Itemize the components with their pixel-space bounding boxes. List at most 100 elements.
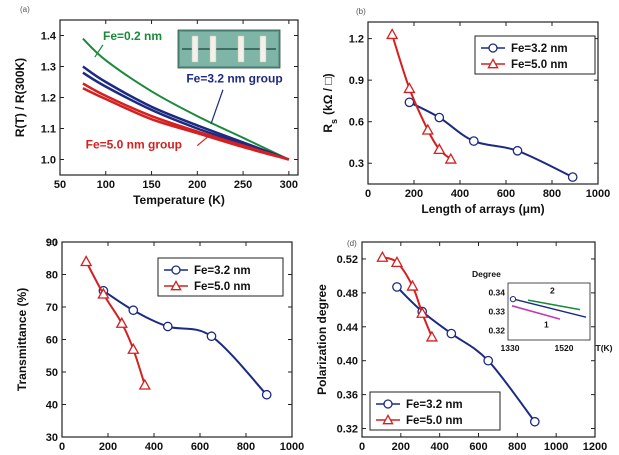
data-point — [512, 145, 523, 156]
panel-letter: (d) — [347, 239, 357, 248]
panel-letter: (b) — [356, 7, 366, 16]
series-line — [82, 65, 290, 161]
y-axis-label-unit: (kΩ / □) — [321, 73, 335, 115]
inset-title: Degree — [472, 269, 501, 279]
y-tick-label: 0.44 — [337, 322, 359, 334]
y-tick-label: 0.6 — [349, 117, 364, 129]
sample-electrode — [237, 35, 245, 63]
y-tick-label: 0.36 — [337, 390, 358, 402]
data-point — [392, 282, 402, 292]
data-point — [529, 416, 540, 427]
legend-marker — [382, 414, 394, 425]
y-tick-label: 0.3 — [349, 158, 364, 170]
y-tick-label: 1.3 — [41, 62, 56, 74]
data-point — [162, 321, 173, 332]
x-tick-label: 50 — [54, 179, 66, 191]
y-tick-label: 80 — [46, 270, 58, 282]
data-point — [567, 172, 578, 182]
x-tick-label: 400 — [430, 441, 448, 453]
legend-label: Fe=3.2 nm — [194, 265, 251, 277]
y-axis-label: R(T) / R(300K) — [13, 58, 27, 137]
x-tick-label: 400 — [145, 441, 163, 453]
series-annotation: Fe=3.2 nm group — [186, 72, 282, 86]
data-point — [97, 287, 110, 299]
y-tick-label: 0.48 — [337, 288, 358, 300]
inset-line — [509, 297, 587, 318]
series-line — [82, 87, 290, 161]
x-tick-label: 200 — [405, 188, 423, 200]
panel-letter: (c) — [47, 238, 57, 247]
data-point — [434, 112, 445, 123]
x-tick-label: 800 — [508, 441, 526, 453]
annotation-arrow — [196, 133, 212, 147]
data-point — [403, 82, 416, 94]
panel-c: (c) 0 200 400 600 800 1000 30 40 50 60 70 80 90 Transm… — [15, 237, 304, 453]
data-point — [446, 328, 457, 339]
x-tick-label: 0 — [365, 188, 371, 200]
data-point — [390, 256, 404, 267]
y-axis-label: Rs (kΩ / □) — [321, 73, 339, 132]
y-axis-label-main: R(T) / R(300K) — [13, 58, 27, 137]
y-tick-label: 90 — [46, 237, 58, 249]
y-tick-label: 50 — [46, 367, 58, 379]
x-tick-label: 100 — [97, 179, 115, 191]
data-point — [376, 250, 389, 262]
data-point — [483, 355, 494, 366]
inset-y-tick-label: 0.34 — [488, 288, 505, 298]
inset-x-axis-label: T(K) — [596, 343, 613, 353]
x-tick-label: 600 — [191, 441, 209, 453]
series-annotation: Fe=0.2 nm — [103, 29, 162, 43]
y-tick-label: 1.4 — [41, 31, 57, 43]
y-axis-label-main: R — [321, 124, 335, 133]
y-tick-label: 30 — [46, 432, 58, 444]
data-point — [421, 123, 434, 135]
series-line — [102, 289, 268, 396]
data-point — [127, 342, 140, 354]
series-line — [391, 34, 452, 160]
x-tick-label: 600 — [469, 441, 487, 453]
data-point — [425, 330, 439, 342]
data-point — [138, 378, 151, 390]
inset-point — [509, 296, 517, 303]
x-tick-label: 1000 — [544, 441, 568, 453]
panel-d: (d) 0 200 400 600 800 1000 1200 0.32 0.36 0.40 0.44… — [315, 239, 613, 453]
data-point — [468, 136, 479, 146]
legend-marker — [170, 280, 182, 291]
series-line — [82, 37, 290, 161]
x-tick-label: 1000 — [586, 188, 610, 200]
y-tick-label: 1.1 — [41, 124, 56, 136]
x-tick-label: 1000 — [280, 441, 304, 453]
x-tick-label: 0 — [59, 441, 65, 453]
data-point — [416, 306, 429, 318]
y-tick-label: 0.9 — [349, 75, 364, 87]
y-tick-label: 0.52 — [337, 254, 358, 266]
sample-electrode — [259, 35, 267, 63]
inset-y-tick-label: 0.32 — [488, 326, 505, 336]
inset-y-tick-label: 0.33 — [488, 307, 505, 317]
data-point — [386, 28, 399, 40]
x-axis-label: Temperature (K) — [133, 193, 225, 207]
inset-frame — [507, 282, 591, 341]
inset-label: 2 — [550, 285, 555, 295]
inset-line — [527, 299, 581, 311]
data-point — [115, 316, 128, 328]
data-point — [80, 255, 93, 267]
x-tick-label: 800 — [543, 188, 561, 200]
inset-x-tick-label: 1520 — [555, 343, 574, 353]
panel-a: (a) 50 100 150 200 250 300 1.0 1.1 1.2 1.3 1.4 Tempe… — [13, 5, 299, 207]
x-axis-label: Length of arrays (μm) — [421, 202, 544, 216]
x-tick-label: 200 — [392, 441, 410, 453]
y-tick-label: 40 — [46, 400, 58, 412]
plot-frame — [367, 21, 599, 185]
data-point — [444, 152, 457, 164]
x-tick-label: 250 — [234, 179, 252, 191]
data-point — [261, 389, 272, 400]
x-tick-label: 300 — [280, 179, 298, 191]
series-annotation: Fe=5.0 nm group — [86, 138, 182, 152]
sample-electrode — [191, 35, 199, 63]
y-tick-label: 70 — [46, 302, 58, 314]
annotation-arrow — [94, 44, 104, 58]
sample-electrode — [209, 35, 217, 63]
data-point — [433, 143, 446, 155]
legend-label: Fe=5.0 nm — [406, 415, 463, 427]
